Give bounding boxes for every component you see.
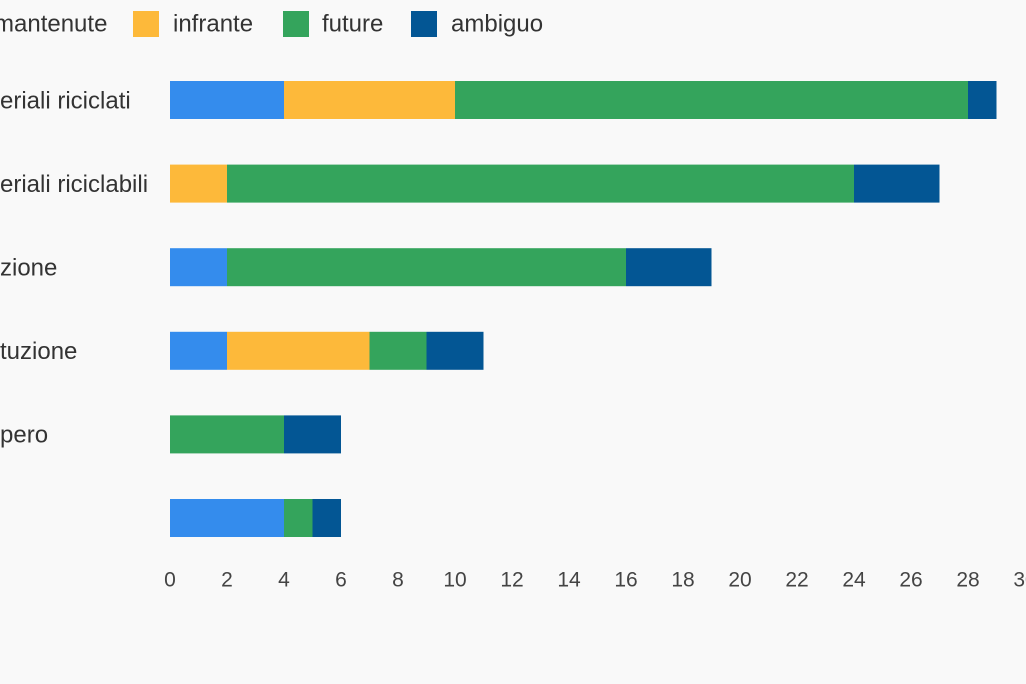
bar-segment <box>284 81 455 119</box>
bar-segment <box>227 164 854 203</box>
x-tick-label: 24 <box>842 569 866 592</box>
bar-segment <box>426 331 484 370</box>
bar-segment <box>369 331 427 370</box>
bar-segment <box>170 331 227 370</box>
legend-label: mantenute <box>0 10 107 37</box>
x-tick-label: 8 <box>392 569 404 592</box>
bar-segment <box>170 248 227 287</box>
x-tick-label: 0 <box>164 569 176 592</box>
x-tick-label: 18 <box>671 569 694 592</box>
bar-segment <box>968 81 997 119</box>
legend-label: future <box>322 10 383 37</box>
x-tick-label: 2 <box>221 569 233 592</box>
x-tick-label: 22 <box>785 569 808 592</box>
legend-swatch <box>283 11 309 37</box>
legend-label: ambiguo <box>451 10 543 37</box>
bar-segment <box>170 499 284 537</box>
x-tick-label: 14 <box>557 569 581 592</box>
bar-segment <box>284 499 313 537</box>
x-tick-label: 20 <box>728 569 751 592</box>
x-tick-label: 12 <box>500 569 523 592</box>
bar-segment <box>227 248 626 287</box>
x-tick-label: 26 <box>899 569 922 592</box>
x-tick-label: 10 <box>443 569 466 592</box>
x-tick-label: 6 <box>335 569 347 592</box>
x-tick-label: 28 <box>956 569 979 592</box>
bar-segment <box>227 331 370 370</box>
legend-label: infrante <box>173 10 253 37</box>
x-tick-label: 4 <box>278 569 290 592</box>
category-label: zione <box>0 255 57 282</box>
bar-segment <box>170 164 227 203</box>
x-tick-label: 30 <box>1013 569 1026 592</box>
category-label: pero <box>0 422 48 449</box>
category-label: tuzione <box>0 338 77 365</box>
category-label: eriali riciclati <box>0 87 131 114</box>
bar-segment <box>170 415 284 454</box>
x-tick-label: 16 <box>614 569 637 592</box>
bar-segment <box>854 164 940 203</box>
bar-segment <box>312 499 341 537</box>
bar-segment <box>170 81 284 119</box>
bar-segment <box>626 248 712 287</box>
legend-swatch <box>133 11 159 37</box>
legend-swatch <box>411 11 437 37</box>
category-label: eriali riciclabili <box>0 171 148 198</box>
bar-segment <box>284 415 341 454</box>
bar-segment <box>455 81 968 119</box>
